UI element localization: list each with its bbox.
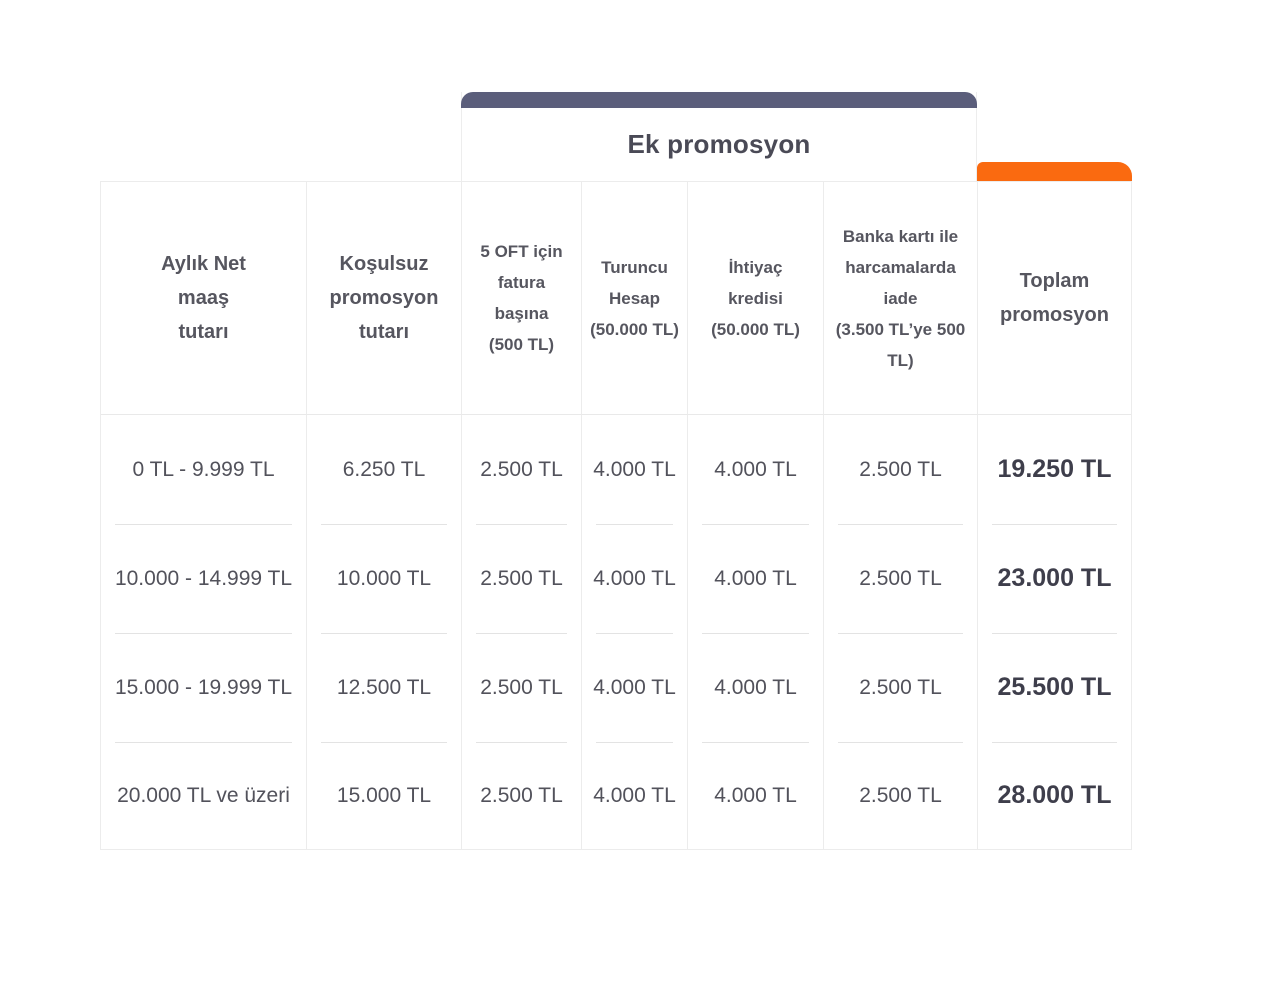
cell-salary-range: 0 TL - 9.999 TL xyxy=(101,415,307,525)
ek-promosyon-group-header: Ek promosyon xyxy=(461,92,977,181)
cell-consumer-loan: 4.000 TL xyxy=(688,633,824,743)
column-header-unconditional: Koşulsuz promosyon tutarı xyxy=(307,182,462,415)
cell-consumer-loan: 4.000 TL xyxy=(688,524,824,634)
cell-debit-cashback: 2.500 TL xyxy=(824,524,978,634)
cell-orange-account: 4.000 TL xyxy=(582,415,688,525)
cell-debit-cashback: 2.500 TL xyxy=(824,742,978,849)
cell-unconditional: 10.000 TL xyxy=(307,524,462,634)
cell-consumer-loan: 4.000 TL xyxy=(688,742,824,849)
cell-oft-invoice: 2.500 TL xyxy=(462,415,582,525)
ek-promosyon-top-bar xyxy=(461,92,977,108)
cell-oft-invoice: 2.500 TL xyxy=(462,742,582,849)
cell-total: 23.000 TL xyxy=(978,524,1131,634)
cell-salary-range: 15.000 - 19.999 TL xyxy=(101,633,307,743)
cell-oft-invoice: 2.500 TL xyxy=(462,524,582,634)
cell-salary-range: 20.000 TL ve üzeri xyxy=(101,742,307,849)
toplam-promosyon-top-bar xyxy=(977,162,1132,181)
promotion-table: Aylık Net maaş tutarı Koşulsuz promosyon… xyxy=(100,181,1132,850)
cell-orange-account: 4.000 TL xyxy=(582,742,688,849)
cell-oft-invoice: 2.500 TL xyxy=(462,633,582,743)
cell-orange-account: 4.000 TL xyxy=(582,633,688,743)
cell-unconditional: 6.250 TL xyxy=(307,415,462,525)
ek-promosyon-title: Ek promosyon xyxy=(627,129,811,159)
cell-consumer-loan: 4.000 TL xyxy=(688,415,824,525)
cell-debit-cashback: 2.500 TL xyxy=(824,415,978,525)
cell-debit-cashback: 2.500 TL xyxy=(824,633,978,743)
cell-salary-range: 10.000 - 14.999 TL xyxy=(101,524,307,634)
cell-total: 19.250 TL xyxy=(978,415,1131,525)
column-header-oft-invoice: 5 OFT için fatura başına (500 TL) xyxy=(462,182,582,415)
cell-orange-account: 4.000 TL xyxy=(582,524,688,634)
cell-total: 25.500 TL xyxy=(978,633,1131,743)
column-header-orange-account: Turuncu Hesap (50.000 TL) xyxy=(582,182,688,415)
column-header-debit-cashback: Banka kartı ile harcamalarda iade (3.500… xyxy=(824,182,978,415)
column-header-total: Toplam promosyon xyxy=(978,182,1131,415)
cell-unconditional: 12.500 TL xyxy=(307,633,462,743)
cell-total: 28.000 TL xyxy=(997,781,1112,809)
cell-unconditional: 15.000 TL xyxy=(307,742,462,849)
column-header-consumer-loan: İhtiyaç kredisi (50.000 TL) xyxy=(688,182,824,415)
column-header-salary-range: Aylık Net maaş tutarı xyxy=(101,182,307,415)
